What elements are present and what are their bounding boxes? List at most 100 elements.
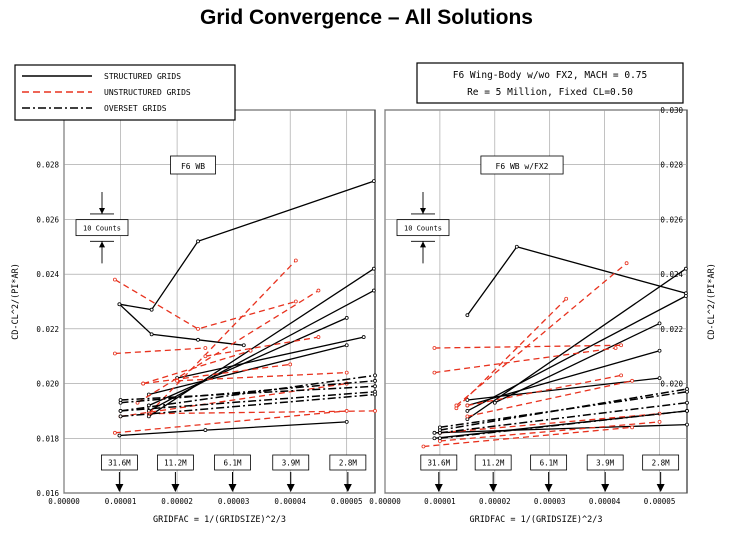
grid-size-label: 31.6M <box>108 459 131 468</box>
grid-size-marker: 3.9M <box>586 454 624 492</box>
data-point <box>196 326 200 331</box>
series-line-unstructured <box>120 382 347 418</box>
data-point <box>492 400 497 405</box>
data-point <box>112 277 117 282</box>
series-line-overset <box>120 385 376 401</box>
data-point <box>465 403 470 408</box>
x-tick-label: 0.00000 <box>48 497 80 506</box>
grid-size-label: 11.2M <box>482 459 505 468</box>
scale-marker-arrowhead <box>99 241 105 248</box>
data-point <box>438 425 442 430</box>
scale-marker-arrowhead <box>420 241 426 248</box>
scale-marker-arrowhead <box>99 207 105 214</box>
data-point <box>344 370 349 375</box>
series-line-structured <box>148 317 347 407</box>
plot-frame <box>63 109 376 494</box>
data-point <box>293 299 298 304</box>
series-line-unstructured <box>177 371 347 382</box>
panel-label-box <box>480 155 564 175</box>
data-point <box>685 389 689 394</box>
series-line-unstructured <box>423 426 633 448</box>
y-tick-label: 0.016 <box>36 489 59 498</box>
y-axis-label: CD-CL^2/(PI*AR) <box>707 263 717 340</box>
data-point <box>293 258 298 263</box>
grid-size-box <box>586 454 624 471</box>
data-point <box>685 422 689 427</box>
data-point <box>432 436 437 441</box>
grid-size-marker: 31.6M <box>420 454 458 492</box>
panel-f6-wb-fx2: 0.00000 0.00001 0.00002 0.00003 0.00004 0.000… <box>369 106 717 525</box>
series-line-unstructured <box>137 290 319 404</box>
data-point <box>465 409 470 413</box>
data-point <box>685 409 689 413</box>
series-line-unstructured <box>439 421 660 442</box>
grid-size-box <box>642 454 680 471</box>
data-point <box>371 266 376 271</box>
panel-f6-wb: 0.00000 0.00001 0.00002 0.00003 0.00004 0.000… <box>11 109 377 525</box>
grid-size-box <box>156 454 194 471</box>
data-point <box>344 419 349 424</box>
scale-marker: 10 Counts <box>75 191 129 264</box>
panel-label-text: F6 WB <box>181 162 205 171</box>
data-point <box>624 261 629 266</box>
data-point <box>613 346 618 350</box>
grid-size-marker: 11.2M <box>156 454 194 492</box>
y-tick-label: 0.028 <box>660 161 683 170</box>
data-point <box>118 409 123 413</box>
data-point <box>432 370 437 375</box>
x-tick-label: 0.00005 <box>331 497 363 506</box>
data-point <box>316 288 321 293</box>
series-line-unstructured <box>143 363 291 385</box>
series-line-overset <box>120 393 376 418</box>
grid-size-label: 6.1M <box>223 459 242 468</box>
scale-marker-box <box>75 219 129 237</box>
legend-label: OVERSET GRIDS <box>104 104 167 113</box>
panel-label: F6 WB w/FX2 <box>480 155 564 175</box>
data-point <box>454 403 459 408</box>
info-line-2: Re = 5 Million, Fixed CL=0.50 <box>467 87 633 98</box>
x-tick-label: 0.00003 <box>218 497 250 506</box>
grid-size-arrowhead <box>544 484 553 492</box>
data-point <box>196 239 200 244</box>
legend-label: UNSTRUCTURED GRIDS <box>104 88 191 97</box>
series-line-unstructured <box>205 336 319 357</box>
grid-size-label: 31.6M <box>428 459 451 468</box>
x-tick-label: 0.00004 <box>274 497 306 506</box>
x-axis-label: GRIDFAC = 1/(GRIDSIZE)^2/3 <box>469 515 602 525</box>
grid-size-marker: 2.8M <box>642 454 680 492</box>
data-point <box>149 332 154 337</box>
legend-label: STRUCTURED GRIDS <box>104 72 181 81</box>
series-line-structured <box>176 336 364 379</box>
y-tick-label: 0.020 <box>36 380 59 389</box>
info-box: F6 Wing-Body w/wo FX2, MACH = 0.75 Re = … <box>416 62 684 104</box>
series-line-structured <box>467 268 687 420</box>
data-point <box>657 419 662 424</box>
data-point <box>371 179 376 184</box>
y-axis-label: CD-CL^2/(PI*AR) <box>11 263 21 340</box>
y-tick-label: 0.026 <box>660 215 683 224</box>
y-tick-label: 0.028 <box>36 161 59 170</box>
series-line-structured <box>434 423 688 434</box>
data-point <box>248 348 253 353</box>
grid-size-box <box>101 454 138 471</box>
data-point <box>684 294 688 298</box>
y-tick-label: 0.026 <box>36 215 59 224</box>
grid-size-label: 6.1M <box>540 459 559 468</box>
series-line-structured <box>118 303 244 346</box>
series-line-overset <box>120 374 376 412</box>
grid-size-marker: 11.2M <box>474 454 512 492</box>
data-point <box>421 444 426 449</box>
data-point <box>203 428 208 432</box>
grid-size-label: 2.8M <box>339 459 358 468</box>
data-point <box>316 335 321 339</box>
series-line-unstructured <box>148 260 297 415</box>
y-tick-label: 0.018 <box>36 434 59 443</box>
grid-size-arrowhead <box>115 484 124 492</box>
x-tick-label: 0.00004 <box>589 497 621 506</box>
grid-size-box <box>272 454 310 471</box>
series-line-unstructured <box>439 413 660 434</box>
data-point <box>117 433 122 438</box>
data-point <box>465 313 470 318</box>
series-line-unstructured <box>114 279 296 330</box>
